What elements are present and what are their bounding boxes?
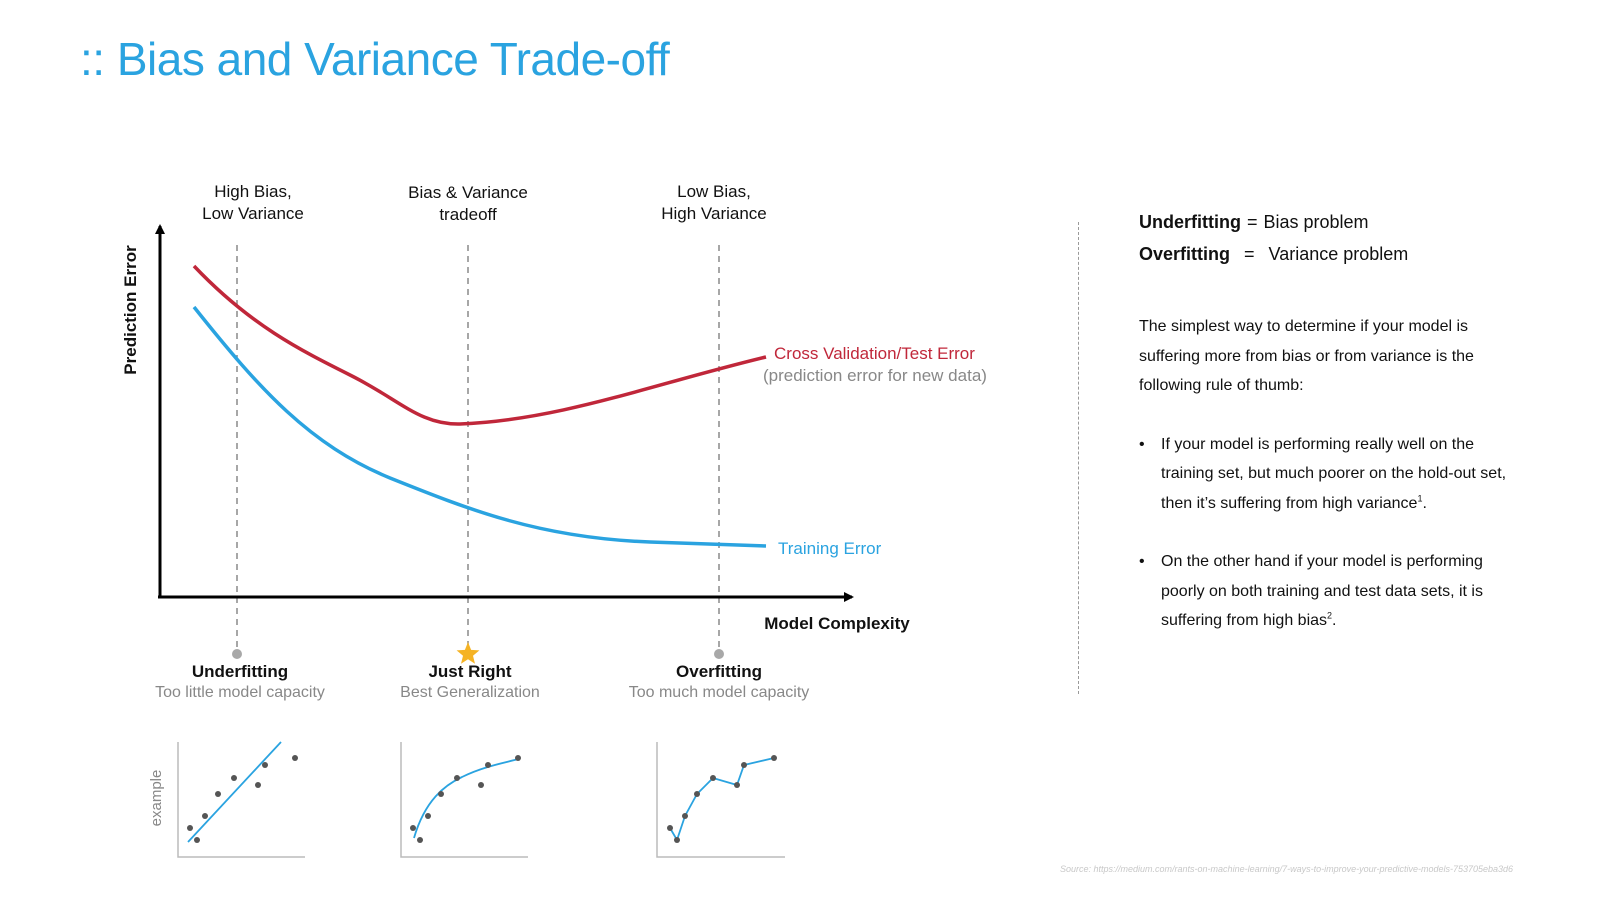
equation-value: Bias problem <box>1263 212 1369 232</box>
example-underfit-axes <box>177 742 305 858</box>
zone-name-just-right: Just Right <box>428 662 511 681</box>
bias-variance-diagram: High Bias, Low Variance Bias & Variance … <box>121 182 987 858</box>
example-just-right-axes <box>400 742 528 858</box>
rule-list: • If your model is performing really wel… <box>1139 430 1519 636</box>
test-error-curve <box>192 264 767 426</box>
test-error-sublabel: (prediction error for new data) <box>763 366 987 385</box>
training-error-curve <box>192 305 767 548</box>
example-overfit-fit-line <box>669 757 775 843</box>
example-underfit-point <box>202 813 208 819</box>
equation-term: Overfitting <box>1139 244 1231 264</box>
example-overfit-point <box>694 791 700 797</box>
example-overfit-point <box>771 755 777 761</box>
zone-name-underfitting: Underfitting <box>192 662 288 681</box>
example-just-right-point <box>438 791 444 797</box>
example-overfit-point <box>734 782 740 788</box>
zone-name-overfitting: Overfitting <box>676 662 762 681</box>
rule-item-high-variance: • If your model is performing really wel… <box>1139 430 1519 519</box>
zone-top-label-tradeoff-line2: tradeoff <box>439 205 497 224</box>
example-just-right-plot <box>400 742 528 858</box>
example-underfit-point <box>187 825 193 831</box>
bullet-icon: • <box>1139 553 1145 570</box>
example-underfit-point <box>215 791 221 797</box>
example-underfit-point <box>194 837 200 843</box>
example-underfit-point <box>262 762 268 768</box>
example-overfit-plot <box>656 742 785 858</box>
equals-sign: = <box>1244 244 1255 264</box>
example-underfit-plot <box>177 741 305 858</box>
zone-top-label-overfit-line1: Low Bias, <box>677 182 751 201</box>
example-overfit-point <box>674 837 680 843</box>
example-just-right-point <box>410 825 416 831</box>
example-just-right-point <box>425 813 431 819</box>
example-just-right-point <box>485 762 491 768</box>
example-just-right-points <box>410 755 521 843</box>
footnote-ref: 2 <box>1327 610 1333 621</box>
rule-text: If your model is performing really well … <box>1161 435 1507 512</box>
equation-overfitting: Overfitting = Variance problem <box>1139 244 1519 276</box>
example-overfit-point <box>667 825 673 831</box>
example-overfit-point <box>710 775 716 781</box>
test-error-label: Cross Validation/Test Error <box>774 344 975 363</box>
example-underfit-point <box>231 775 237 781</box>
zone-subtitle-underfitting: Too little model capacity <box>155 684 325 701</box>
example-just-right-point <box>417 837 423 843</box>
zone-top-label-overfit-line2: High Variance <box>661 204 767 223</box>
example-just-right-point <box>454 775 460 781</box>
overfit-marker-dot <box>714 649 724 659</box>
example-underfit-point <box>255 782 261 788</box>
intro-paragraph: The simplest way to determine if your mo… <box>1139 318 1474 394</box>
rule-period: . <box>1422 494 1427 512</box>
footnote-ref: 1 <box>1417 493 1423 504</box>
vertical-divider <box>1078 222 1079 694</box>
y-axis-label: Prediction Error <box>121 245 140 375</box>
equation-underfitting: Underfitting = Bias problem <box>1139 212 1519 244</box>
training-error-label: Training Error <box>778 539 882 558</box>
explanation-panel: Underfitting = Bias problem Overfitting … <box>1139 212 1519 665</box>
example-underfit-point <box>292 755 298 761</box>
example-overfit-points <box>667 755 777 843</box>
example-overfit-point <box>741 762 747 768</box>
example-just-right-fit-curve <box>413 758 520 839</box>
rule-item-high-bias: • On the other hand if your model is per… <box>1139 547 1519 636</box>
example-underfit-fit-line <box>187 741 282 843</box>
example-overfit-point <box>682 813 688 819</box>
equation-term: Underfitting <box>1139 212 1241 232</box>
zone-top-label-underfit-line1: High Bias, <box>214 182 291 201</box>
page-title: :: Bias and Variance Trade-off <box>80 33 670 85</box>
zone-subtitle-just-right: Best Generalization <box>400 684 540 701</box>
zone-top-label-underfit-line2: Low Variance <box>202 204 304 223</box>
star-icon <box>456 642 480 664</box>
underfit-marker-dot <box>232 649 242 659</box>
zone-subtitle-overfitting: Too much model capacity <box>629 684 810 701</box>
zone-top-label-tradeoff-line1: Bias & Variance <box>408 183 528 202</box>
rule-period: . <box>1332 612 1337 629</box>
equals-sign: = <box>1246 212 1258 232</box>
example-label: example <box>148 770 165 827</box>
source-citation: Source: https://medium.com/rants-on-mach… <box>1060 864 1514 874</box>
example-just-right-point <box>478 782 484 788</box>
example-overfit-axes <box>656 742 785 858</box>
rule-text: On the other hand if your model is perfo… <box>1161 553 1483 629</box>
bullet-icon: • <box>1139 435 1145 453</box>
x-axis-label: Model Complexity <box>764 614 910 633</box>
example-underfit-points <box>187 755 298 843</box>
equation-value: Variance problem <box>1268 244 1409 264</box>
example-just-right-point <box>515 755 521 761</box>
